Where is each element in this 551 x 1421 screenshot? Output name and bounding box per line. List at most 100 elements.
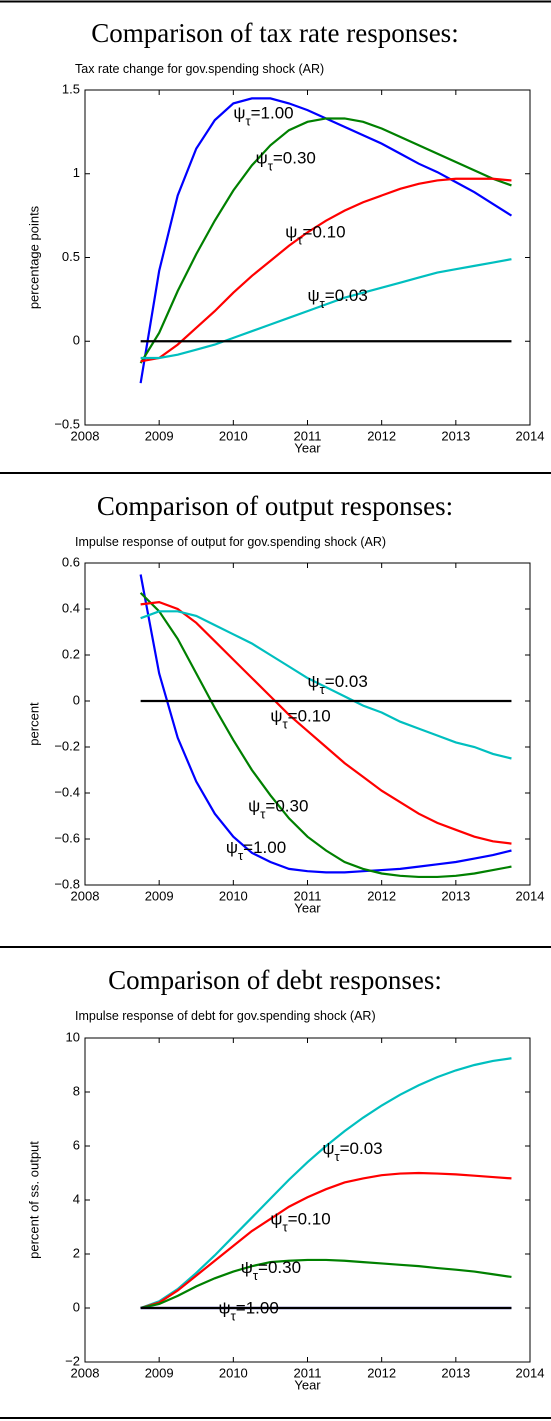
annotation-label: =1.00 (236, 1298, 279, 1317)
x-tick-label: 2008 (71, 1365, 100, 1380)
chart-subtitle: Impulse response of output for gov.spend… (75, 535, 386, 549)
y-tick-label: −2 (65, 1353, 80, 1368)
y-tick-label: 0 (73, 1299, 80, 1314)
y-tick-label: −0.2 (54, 738, 80, 753)
series-line (140, 610, 512, 760)
x-tick-label: 2011 (294, 1365, 322, 1380)
y-tick-label: 1.5 (62, 81, 80, 96)
annotation-symbol: ψ (233, 103, 245, 122)
annotation-label: =1.00 (243, 838, 286, 857)
annotation-label: =1.00 (251, 103, 294, 122)
x-tick-label: 2014 (516, 428, 545, 443)
chart-subtitle: Impulse response of debt for gov.spendin… (75, 1009, 376, 1023)
y-tick-label: −0.6 (54, 830, 80, 845)
annotation-label: =0.03 (325, 672, 368, 691)
annotation-subscript: τ (231, 1308, 237, 1323)
annotation-label: =0.10 (303, 222, 346, 241)
series-line (140, 258, 512, 360)
x-tick-label: 2008 (71, 888, 100, 903)
panel-heading: Comparison of tax rate responses: (91, 18, 458, 48)
y-tick-label: 0.2 (62, 646, 80, 661)
x-tick-label: 2013 (441, 1365, 470, 1380)
annotation: ψτ=0.03 (308, 286, 368, 311)
series-line (139, 574, 512, 874)
y-tick-label: −0.4 (54, 784, 80, 799)
x-tick-label: 2013 (441, 888, 470, 903)
annotation-label: =0.30 (273, 149, 316, 168)
annotation-subscript: τ (297, 232, 303, 247)
plot-frame (84, 1037, 531, 1363)
annotation-label: =0.03 (325, 286, 368, 305)
annotation-symbol: ψ (308, 672, 320, 691)
series-line (140, 600, 512, 845)
y-axis-label: percent of ss. output (26, 1141, 41, 1259)
y-tick-label: 10 (66, 1029, 80, 1044)
annotation-subscript: τ (268, 159, 274, 174)
series-line (139, 592, 512, 879)
annotation-label: =0.03 (340, 1139, 383, 1158)
annotation: ψτ=0.30 (248, 796, 308, 821)
y-tick-label: −0.5 (54, 416, 80, 431)
x-tick-label: 2009 (145, 1365, 174, 1380)
x-tick-label: 2014 (516, 888, 545, 903)
x-tick-label: 2009 (145, 428, 174, 443)
y-tick-label: −0.8 (54, 876, 80, 891)
y-tick-label: 4 (73, 1191, 80, 1206)
annotation-symbol: ψ (219, 1298, 231, 1317)
y-tick-label: 6 (73, 1137, 80, 1152)
annotation-symbol: ψ (285, 222, 297, 241)
panel-heading: Comparison of debt responses: (108, 965, 442, 995)
x-tick-label: 2014 (516, 1365, 545, 1380)
annotation-label: =0.30 (265, 796, 308, 815)
x-axis-label: Year (294, 900, 321, 915)
annotation-symbol: ψ (241, 1258, 253, 1277)
x-tick-label: 2012 (367, 428, 396, 443)
annotation-symbol: ψ (308, 286, 320, 305)
chart-subtitle: Tax rate change for gov.spending shock (… (75, 62, 324, 76)
annotation-subscript: τ (260, 806, 266, 821)
series-line (139, 117, 512, 364)
y-tick-label: 0.5 (62, 249, 80, 264)
annotation: ψτ=0.10 (270, 1209, 330, 1234)
annotation-symbol: ψ (270, 1209, 282, 1228)
x-tick-label: 2008 (71, 428, 100, 443)
x-tick-label: 2013 (441, 428, 470, 443)
annotation-symbol: ψ (270, 707, 282, 726)
x-tick-label: 2012 (367, 1365, 396, 1380)
annotation-subscript: τ (283, 1219, 289, 1234)
x-tick-label: 2011 (294, 888, 322, 903)
annotation-symbol: ψ (256, 149, 268, 168)
annotation: ψτ=0.10 (270, 707, 330, 732)
annotation-symbol: ψ (226, 838, 238, 857)
annotation: ψτ=1.00 (226, 838, 286, 863)
x-tick-label: 2010 (219, 1365, 248, 1380)
y-axis-label: percentage points (26, 205, 41, 309)
annotation-symbol: ψ (322, 1139, 334, 1158)
x-tick-label: 2010 (219, 888, 248, 903)
annotation-subscript: τ (320, 296, 326, 311)
annotation: ψτ=0.10 (285, 222, 345, 247)
y-axis-label: percent (26, 702, 41, 746)
annotation-subscript: τ (283, 717, 289, 732)
annotation-subscript: τ (238, 848, 244, 863)
x-tick-label: 2012 (367, 888, 396, 903)
x-tick-label: 2010 (219, 428, 248, 443)
annotation-label: =0.10 (288, 707, 331, 726)
x-axis-label: Year (294, 1377, 321, 1392)
annotation-subscript: τ (253, 1268, 259, 1283)
annotation: ψτ=1.00 (233, 103, 293, 128)
y-tick-label: 0 (73, 333, 80, 348)
annotation: ψτ=0.30 (241, 1258, 301, 1283)
annotation-subscript: τ (320, 682, 326, 697)
annotation: ψτ=0.03 (308, 672, 368, 697)
x-axis-label: Year (294, 440, 321, 455)
y-tick-label: 2 (73, 1245, 80, 1260)
annotation: ψτ=0.03 (322, 1139, 382, 1164)
x-tick-label: 2009 (145, 888, 174, 903)
annotation-subscript: τ (334, 1149, 340, 1164)
annotation-label: =0.30 (258, 1258, 301, 1277)
series-line (140, 1258, 512, 1310)
plot-frame (84, 89, 531, 426)
annotation-symbol: ψ (248, 796, 260, 815)
